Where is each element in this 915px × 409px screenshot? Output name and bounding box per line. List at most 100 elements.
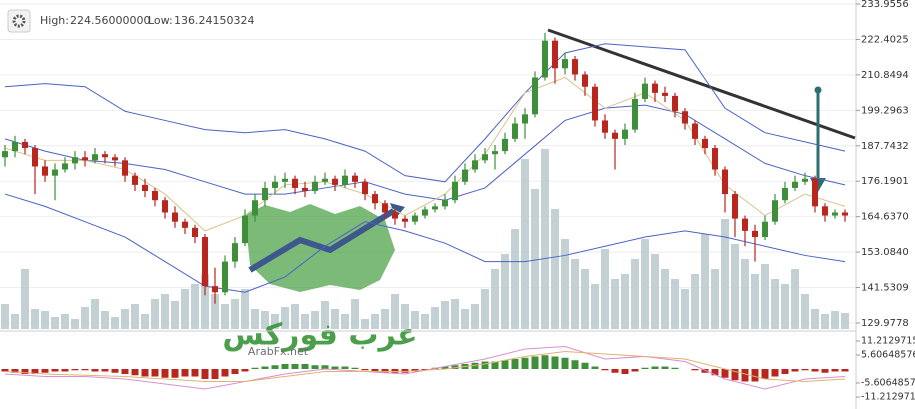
volume-bar <box>281 307 289 329</box>
macd-bar <box>661 366 669 369</box>
candle-body <box>842 212 848 216</box>
volume-bar <box>721 219 729 329</box>
candle-body <box>752 230 758 238</box>
macd-bar <box>71 369 79 371</box>
candle-body <box>612 132 618 139</box>
volume-bar <box>461 309 469 329</box>
macd-bar <box>791 369 799 372</box>
volume-bar <box>811 309 819 329</box>
candle-body <box>832 212 838 216</box>
volume-bar <box>21 269 29 329</box>
y-tick-label: 187.7432 <box>861 141 909 152</box>
candle-body <box>462 169 468 182</box>
volume-bar <box>671 279 679 329</box>
y-tick-label: 222.4025 <box>861 34 909 45</box>
volume-bar <box>91 299 99 329</box>
high-label: High: <box>40 14 69 27</box>
candle-body <box>572 59 578 75</box>
candle-body <box>252 200 258 216</box>
macd-bar <box>331 366 339 369</box>
volume-bar <box>601 249 609 329</box>
candle-body <box>372 194 378 204</box>
volume-bar <box>701 234 709 329</box>
candle-body <box>692 123 698 139</box>
candle-body <box>562 59 568 69</box>
macd-bar <box>81 369 89 371</box>
candle-body <box>262 187 268 201</box>
volume-bar <box>291 304 299 329</box>
macd-bar <box>231 369 239 374</box>
settings-button[interactable] <box>7 9 31 33</box>
candle-body <box>582 74 588 87</box>
macd-bar <box>61 369 69 372</box>
macd-bar <box>441 366 449 369</box>
volume-bar <box>41 311 49 329</box>
volume-bar <box>711 269 719 329</box>
candle-body <box>402 218 408 222</box>
volume-bar <box>51 317 59 329</box>
macd-bar <box>141 369 149 377</box>
candle-body <box>282 178 288 182</box>
macd-bar <box>821 369 829 373</box>
candle-body <box>522 114 528 124</box>
volume-bar <box>821 314 829 329</box>
macd-bar <box>401 369 409 373</box>
macd-tick-label: -5.60648576 <box>861 378 915 389</box>
volume-bar <box>661 269 669 329</box>
macd-bar <box>171 369 179 378</box>
candle-body <box>222 261 228 293</box>
candle-body <box>112 157 118 161</box>
volume-bar <box>391 294 399 329</box>
candle-body <box>412 215 418 222</box>
volume-bar <box>521 159 529 329</box>
candle-body <box>102 154 108 158</box>
candle-body <box>712 148 718 170</box>
candle-body <box>502 138 508 152</box>
volume-bar <box>431 307 439 329</box>
volume-bar <box>421 314 429 329</box>
logo-latin: ArabFx.net <box>248 345 309 358</box>
macd-bar <box>211 369 219 379</box>
volume-bar <box>651 254 659 329</box>
candle-body <box>312 181 318 192</box>
macd-bar <box>321 365 329 369</box>
macd-bar <box>121 369 129 374</box>
y-tick-label: 199.2963 <box>861 105 909 116</box>
macd-bar <box>261 366 269 369</box>
volume-bar <box>131 304 139 329</box>
volume-bar <box>501 254 509 329</box>
macd-bar <box>721 369 729 378</box>
y-tick-label: 233.9556 <box>861 0 909 10</box>
macd-bar <box>191 369 199 377</box>
macd-bar <box>361 369 369 371</box>
candle-body <box>542 40 548 78</box>
volume-bar <box>551 209 559 329</box>
candle-body <box>512 123 518 139</box>
macd-bar <box>21 369 29 374</box>
candle-body <box>32 148 38 167</box>
candle-body <box>592 86 598 121</box>
watermark: عرب فوركس ArabFx.net <box>222 203 418 358</box>
macd-bar <box>411 369 419 372</box>
logo-arrow <box>248 207 397 273</box>
candle-body <box>682 111 688 124</box>
macd-bar <box>831 369 839 372</box>
volume-bar <box>411 311 419 329</box>
trend-line <box>547 28 856 140</box>
volume-bar <box>221 304 229 329</box>
logo-arrow-head <box>390 203 405 218</box>
candle-body <box>382 203 388 213</box>
macd-bar <box>131 369 139 376</box>
volume-bar <box>741 259 749 329</box>
candle-body <box>732 194 738 219</box>
volume-bar <box>341 314 349 329</box>
volume-bar <box>231 299 239 329</box>
volume-bar <box>121 309 129 329</box>
macd-bar <box>41 369 49 373</box>
candle-body <box>602 120 608 133</box>
macd-bar <box>311 365 319 369</box>
volume-bar <box>531 189 539 329</box>
volume-bar <box>151 299 159 329</box>
macd-tick-label: 5.60648576 <box>861 349 915 360</box>
